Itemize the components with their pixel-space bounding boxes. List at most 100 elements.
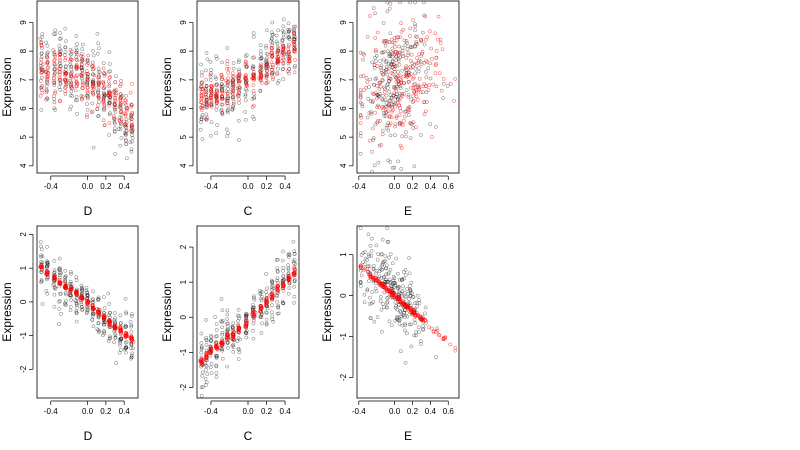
data-point <box>389 323 394 328</box>
data-point <box>264 310 268 315</box>
data-point <box>118 127 123 132</box>
data-point <box>293 58 297 62</box>
data-point <box>424 70 428 74</box>
data-point <box>433 31 438 36</box>
data-point <box>231 78 236 83</box>
data-point <box>264 28 269 33</box>
data-point <box>387 66 391 71</box>
data-point <box>281 288 286 293</box>
data-point <box>415 97 420 102</box>
data-point <box>434 355 438 359</box>
data-point <box>230 91 235 95</box>
data-point <box>69 298 74 302</box>
data-point <box>243 92 248 97</box>
data-point <box>419 38 424 42</box>
data-point <box>385 40 390 44</box>
data-point <box>101 79 106 84</box>
data-point <box>415 42 420 46</box>
data-point <box>95 51 100 56</box>
data-point <box>400 293 404 298</box>
data-point <box>131 339 136 344</box>
data-point <box>129 346 134 351</box>
data-point <box>406 50 411 55</box>
data-point <box>114 74 118 79</box>
data-point <box>85 89 90 94</box>
data-point <box>286 291 291 296</box>
data-point <box>259 306 263 310</box>
data-point <box>399 349 403 354</box>
data-point <box>96 308 100 313</box>
data-point <box>107 336 112 341</box>
data-point <box>74 299 79 304</box>
data-point <box>85 298 89 303</box>
data-point <box>412 333 417 338</box>
data-point <box>269 278 274 283</box>
data-point <box>219 84 224 89</box>
data-point <box>293 24 298 29</box>
data-point <box>260 321 264 326</box>
data-point <box>358 131 363 135</box>
data-point <box>129 329 134 334</box>
data-point <box>373 36 378 40</box>
data-point <box>230 332 235 336</box>
data-point <box>225 46 230 50</box>
data-point <box>358 279 363 284</box>
data-point <box>243 117 248 122</box>
data-point <box>367 254 372 259</box>
data-point <box>114 361 119 365</box>
data-point <box>271 62 275 67</box>
data-point <box>383 114 388 119</box>
data-point <box>411 310 415 315</box>
data-point <box>210 85 214 89</box>
data-point <box>411 120 416 125</box>
data-point <box>91 53 96 58</box>
data-point <box>374 289 379 294</box>
data-point <box>399 146 404 150</box>
data-point <box>215 354 219 358</box>
data-point <box>96 113 101 118</box>
data-point <box>215 334 219 338</box>
data-point <box>45 43 50 48</box>
data-point <box>102 314 107 318</box>
data-point <box>387 319 392 324</box>
data-point <box>208 346 213 351</box>
data-point <box>39 278 44 282</box>
data-point <box>251 83 256 87</box>
data-point <box>205 57 210 62</box>
data-point <box>374 96 379 101</box>
data-point <box>74 65 79 70</box>
data-point <box>91 324 96 329</box>
data-point <box>384 305 389 310</box>
data-point <box>385 240 390 244</box>
data-point <box>287 56 292 60</box>
data-point <box>199 393 204 398</box>
data-point <box>129 114 134 119</box>
data-point <box>416 325 421 330</box>
data-point <box>130 128 135 132</box>
data-point <box>96 328 101 333</box>
data-point <box>411 86 416 90</box>
data-point <box>112 114 116 118</box>
data-point <box>118 104 122 108</box>
data-point <box>366 232 371 237</box>
data-point <box>286 29 291 34</box>
data-point <box>408 26 413 31</box>
data-point <box>89 110 94 115</box>
data-point <box>214 77 219 81</box>
data-point <box>438 41 443 45</box>
data-point <box>124 129 129 133</box>
data-point <box>292 70 297 75</box>
data-point <box>417 330 421 334</box>
data-point <box>264 46 268 50</box>
data-point <box>388 54 393 59</box>
data-point <box>237 58 241 63</box>
data-point <box>410 61 415 66</box>
data-point <box>403 273 408 277</box>
data-point <box>52 52 57 57</box>
data-point <box>358 263 363 268</box>
data-point <box>393 304 398 308</box>
data-point <box>251 89 256 93</box>
data-point <box>75 84 79 89</box>
data-point <box>128 90 133 95</box>
